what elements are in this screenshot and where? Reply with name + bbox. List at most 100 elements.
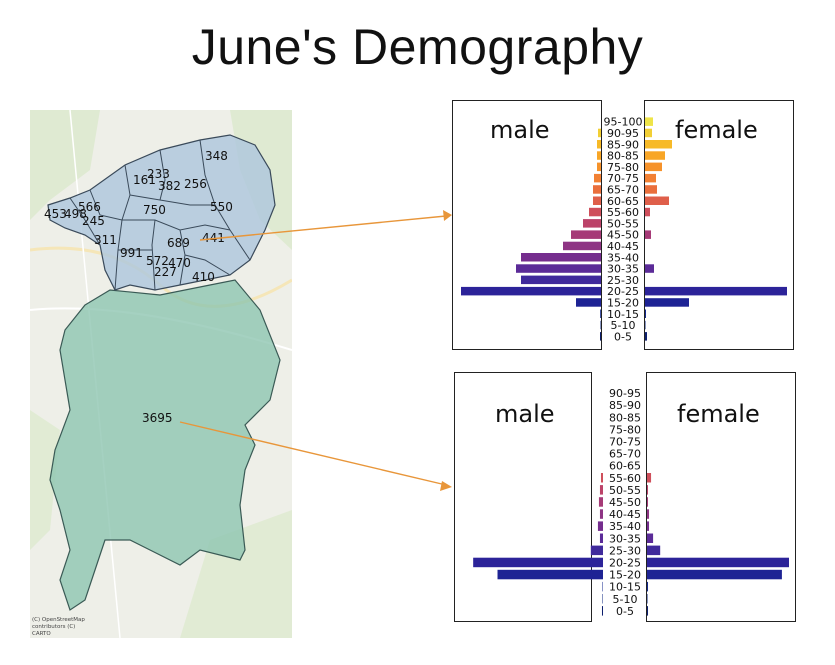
male-bar-45-50 bbox=[598, 497, 603, 507]
district-map[interactable]: 348 233 161 382 256 453 566 498 245 750 … bbox=[30, 110, 292, 638]
age-group-label: 40-45 bbox=[609, 508, 641, 521]
age-group-label: 70-75 bbox=[607, 172, 639, 185]
male-label: male bbox=[495, 400, 555, 428]
map-canvas[interactable]: 348 233 161 382 256 453 566 498 245 750 … bbox=[30, 110, 292, 638]
female-bar-35-40 bbox=[647, 521, 650, 531]
male-bar-20-25 bbox=[461, 286, 601, 296]
district-label: 3695 bbox=[142, 411, 173, 425]
female-bar-90-95 bbox=[645, 128, 652, 138]
age-group-label: 85-90 bbox=[609, 399, 641, 412]
age-group-label: 90-95 bbox=[607, 127, 639, 140]
age-group-label: 0-5 bbox=[614, 330, 632, 343]
female-axes-frame bbox=[646, 372, 796, 622]
male-bar-10-15 bbox=[600, 309, 601, 318]
age-group-label: 75-80 bbox=[607, 161, 639, 174]
male-bar-50-55 bbox=[583, 219, 601, 228]
age-group-label: 5-10 bbox=[611, 319, 636, 332]
female-bar-95-100 bbox=[645, 117, 653, 126]
age-group-label: 20-25 bbox=[607, 285, 639, 298]
district-label: 410 bbox=[192, 270, 215, 284]
male-bar-50-55 bbox=[599, 485, 603, 495]
female-bar-75-80 bbox=[645, 162, 662, 172]
district-label: 382 bbox=[158, 179, 181, 193]
female-bar-60-65 bbox=[645, 196, 669, 205]
district-label: 311 bbox=[94, 233, 117, 247]
age-group-label: 25-30 bbox=[607, 274, 639, 287]
age-group-label: 50-55 bbox=[609, 484, 641, 497]
district-label: 689 bbox=[167, 236, 190, 250]
male-bar-15-20 bbox=[576, 298, 601, 307]
female-bar-30-35 bbox=[645, 264, 654, 273]
female-bar-15-20 bbox=[645, 298, 689, 307]
age-group-label: 95-100 bbox=[604, 116, 643, 129]
age-group-label: 75-80 bbox=[609, 423, 641, 436]
district-border bbox=[69, 197, 101, 246]
male-bar-40-45 bbox=[599, 509, 603, 519]
age-group-label: 10-15 bbox=[607, 308, 639, 321]
male-bar-15-20 bbox=[497, 569, 603, 580]
female-bar-80-85 bbox=[645, 151, 665, 160]
age-group-label: 70-75 bbox=[609, 435, 641, 448]
district-label: 348 bbox=[205, 149, 228, 163]
age-group-label: 40-45 bbox=[607, 240, 639, 253]
district-border bbox=[151, 219, 156, 291]
female-bar-0-5 bbox=[647, 606, 649, 616]
male-label: male bbox=[490, 116, 550, 144]
female-bar-10-15 bbox=[645, 309, 646, 318]
district-border bbox=[89, 189, 123, 221]
age-group-label: 0-5 bbox=[616, 605, 634, 618]
age-group-label: 30-35 bbox=[607, 263, 639, 276]
page-title: June's Demography bbox=[191, 19, 644, 75]
district-border bbox=[129, 194, 215, 206]
pyramid-bars: 0-55-1010-1515-2020-2525-3030-3535-4040-… bbox=[461, 116, 787, 343]
age-group-label: 45-50 bbox=[607, 229, 639, 242]
green-area bbox=[30, 410, 60, 550]
female-bar-65-70 bbox=[645, 185, 657, 194]
district-label: 750 bbox=[143, 203, 166, 217]
age-group-label: 55-60 bbox=[607, 206, 639, 219]
district-label: 256 bbox=[184, 177, 207, 191]
arrow-head-icon bbox=[440, 481, 452, 491]
district-label: 233 bbox=[147, 167, 170, 181]
female-bar-50-55 bbox=[647, 485, 649, 495]
male-axes-frame bbox=[454, 372, 592, 622]
age-group-label: 10-15 bbox=[609, 581, 641, 594]
age-group-label: 55-60 bbox=[609, 472, 641, 485]
age-group-label: 60-65 bbox=[607, 195, 639, 208]
age-group-label: 20-25 bbox=[609, 556, 641, 569]
district-label: 572 bbox=[146, 254, 169, 268]
pyramid-bars: 0-55-1010-1515-2020-2525-3030-3535-4040-… bbox=[473, 387, 789, 618]
map-attribution: CARTO bbox=[32, 631, 51, 637]
female-bar-20-25 bbox=[647, 557, 789, 568]
urban-districts[interactable] bbox=[47, 134, 276, 291]
male-bar-45-50 bbox=[571, 230, 601, 239]
male-bar-70-75 bbox=[594, 173, 601, 183]
male-bar-60-65 bbox=[593, 196, 601, 205]
male-axes-frame bbox=[452, 100, 602, 350]
age-group-label: 80-85 bbox=[607, 150, 639, 163]
female-bar-70-75 bbox=[645, 173, 656, 183]
population-pyramid-urban: male female 0-55-1010-1515-2020-2525-303… bbox=[452, 100, 794, 350]
female-bar-10-15 bbox=[647, 581, 649, 592]
age-group-label: 60-65 bbox=[609, 460, 641, 473]
male-bar-5-10 bbox=[600, 320, 601, 330]
male-bar-0-5 bbox=[600, 332, 601, 341]
female-bar-20-25 bbox=[645, 286, 787, 296]
male-bar-55-60 bbox=[600, 473, 603, 483]
female-bar-30-35 bbox=[647, 533, 654, 543]
male-bar-20-25 bbox=[473, 557, 603, 568]
population-pyramid-rural: male female 0-55-1010-1515-2020-2525-303… bbox=[454, 372, 796, 622]
map-attribution: contributors (C) bbox=[32, 624, 75, 630]
female-bar-15-20 bbox=[647, 569, 782, 580]
district-label: 470 bbox=[168, 256, 191, 270]
female-bar-55-60 bbox=[645, 207, 650, 217]
green-area bbox=[30, 110, 100, 220]
age-group-label: 30-35 bbox=[609, 532, 641, 545]
district-border bbox=[159, 149, 166, 201]
female-axes-frame bbox=[644, 100, 794, 350]
district-label: 441 bbox=[202, 231, 225, 245]
district-3695[interactable] bbox=[49, 279, 281, 611]
female-bar-25-30 bbox=[647, 545, 661, 556]
age-group-label: 50-55 bbox=[607, 217, 639, 230]
district-label: 991 bbox=[120, 246, 143, 260]
